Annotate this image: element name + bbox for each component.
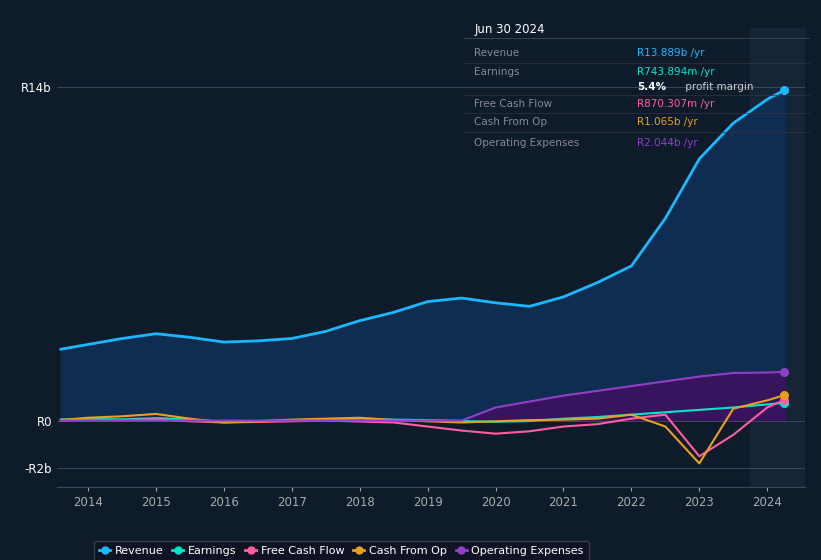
- Text: profit margin: profit margin: [682, 82, 754, 92]
- Legend: Revenue, Earnings, Free Cash Flow, Cash From Op, Operating Expenses: Revenue, Earnings, Free Cash Flow, Cash …: [94, 541, 589, 560]
- Text: 5.4%: 5.4%: [637, 82, 666, 92]
- Point: [777, 86, 791, 95]
- Text: R1.065b /yr: R1.065b /yr: [637, 117, 698, 127]
- Text: Revenue: Revenue: [475, 48, 520, 58]
- Point: [777, 391, 791, 400]
- Bar: [750, 28, 821, 487]
- Text: R13.889b /yr: R13.889b /yr: [637, 48, 704, 58]
- Point: [777, 395, 791, 404]
- Text: R2.044b /yr: R2.044b /yr: [637, 138, 698, 148]
- Text: R743.894m /yr: R743.894m /yr: [637, 67, 715, 77]
- Point: [777, 398, 791, 407]
- Text: Jun 30 2024: Jun 30 2024: [475, 23, 545, 36]
- Text: Earnings: Earnings: [475, 67, 520, 77]
- Point: [777, 367, 791, 376]
- Text: Operating Expenses: Operating Expenses: [475, 138, 580, 148]
- Text: Free Cash Flow: Free Cash Flow: [475, 99, 553, 109]
- Text: R870.307m /yr: R870.307m /yr: [637, 99, 714, 109]
- Text: Cash From Op: Cash From Op: [475, 117, 548, 127]
